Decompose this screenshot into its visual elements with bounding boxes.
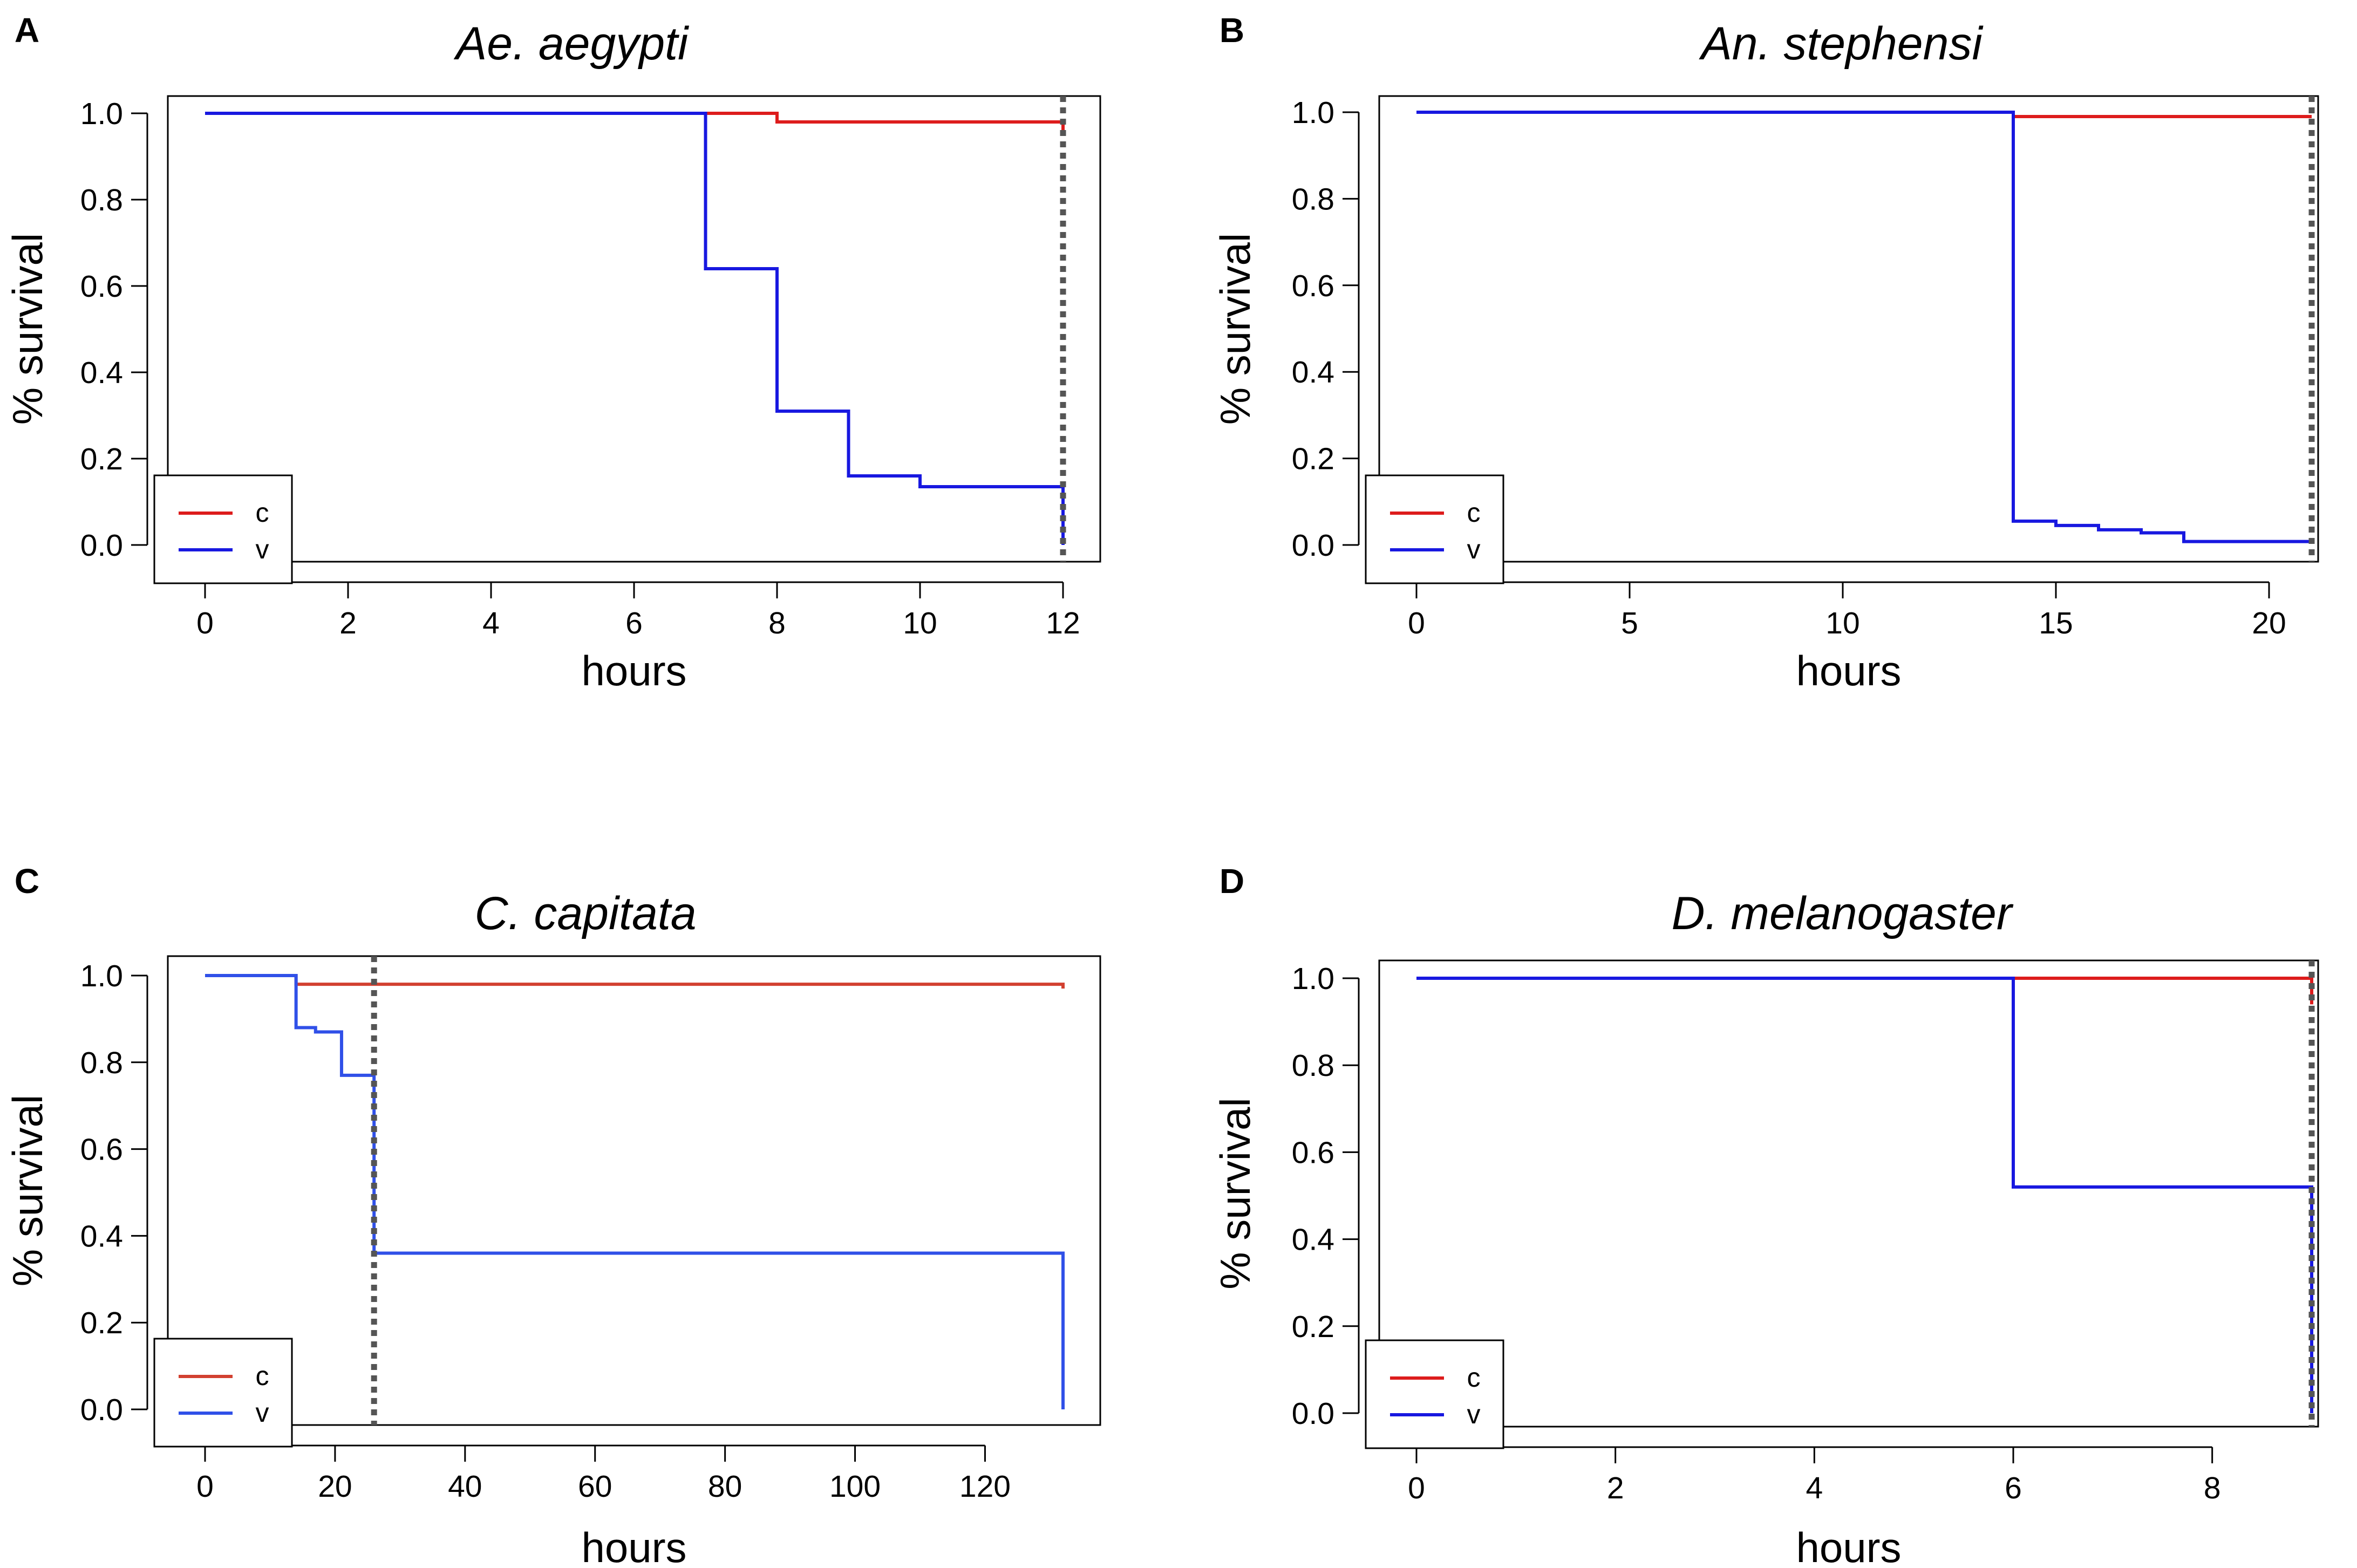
x-tick-label: 6 [625, 606, 643, 640]
y-tick-label: 0.4 [80, 356, 123, 390]
legend-label: c [1467, 497, 1481, 528]
legend-box [1365, 474, 1504, 584]
y-tick-label: 1.0 [1292, 962, 1334, 996]
x-tick-label: 2 [339, 606, 357, 640]
plot-frame [167, 95, 1101, 563]
panel-letter: A [15, 11, 39, 50]
series-line-c [205, 112, 1065, 131]
legend-box [153, 1338, 293, 1448]
x-tick-label: 60 [578, 1469, 612, 1504]
x-axis-label: hours [581, 1524, 686, 1568]
series-line-v [205, 974, 1065, 1409]
legend-label: c [256, 497, 269, 528]
series-line-v [205, 112, 1065, 545]
y-tick-label: 0.8 [1292, 182, 1334, 216]
series-line-v [1416, 111, 2313, 543]
legend-label: c [1467, 1362, 1481, 1393]
chart-title: D. melanogaster [1672, 888, 2014, 939]
legend-box [1365, 1339, 1504, 1449]
x-tick-label: 20 [2252, 606, 2286, 640]
legend-label: v [1467, 534, 1481, 564]
y-tick-label: 1.0 [1292, 96, 1334, 130]
chart-title: An. stephensi [1698, 18, 1984, 70]
legend-label: v [256, 1397, 269, 1428]
panel-letter: C [15, 862, 39, 901]
x-tick-label: 20 [318, 1469, 352, 1504]
legend-label: v [256, 534, 269, 564]
plot-frame [167, 955, 1101, 1426]
x-tick-label: 15 [2039, 606, 2073, 640]
y-tick-label: 0.4 [80, 1219, 123, 1253]
legend-label: c [256, 1361, 269, 1391]
chart-title: C. capitata [474, 888, 696, 939]
x-tick-label: 40 [448, 1469, 482, 1504]
chart-title: Ae. aegypti [453, 18, 690, 70]
x-tick-label: 2 [1607, 1471, 1624, 1505]
plot-frame [1378, 95, 2319, 563]
panel-letter: D [1220, 862, 1244, 901]
y-tick-label: 0.0 [1292, 1396, 1334, 1431]
x-tick-label: 0 [1408, 1471, 1425, 1505]
legend: cv [1365, 474, 1504, 584]
y-axis-label: % survival [4, 1095, 51, 1286]
y-tick-label: 0.0 [80, 1393, 123, 1427]
x-tick-label: 10 [1825, 606, 1859, 640]
legend-box [153, 474, 293, 584]
chart-panel-4: D D. melanogaster 0 2 4 6 8 0.0 0.2 0.4 0.6 0.8 1.0 h… [1211, 862, 2319, 1568]
x-tick-label: 100 [829, 1469, 881, 1504]
legend: cv [1365, 1339, 1504, 1449]
y-tick-label: 0.2 [80, 442, 123, 476]
chart-panel-2: B An. stephensi 0 5 10 15 20 0.0 0.2 0.4 0.6 0.8 1.0… [1211, 11, 2319, 694]
x-tick-label: 120 [959, 1469, 1011, 1504]
x-tick-label: 0 [196, 1469, 214, 1504]
x-tick-label: 4 [1806, 1471, 1823, 1505]
x-tick-label: 0 [196, 606, 214, 640]
chart-panel-1: A Ae. aegypti 0 2 4 6 8 10 12 0.0 0.2 0.4 0.6 0.8 1.0 h… [4, 11, 1101, 694]
y-tick-label: 0.8 [80, 1046, 123, 1080]
y-tick-label: 0.4 [1292, 355, 1334, 390]
x-tick-label: 80 [708, 1469, 742, 1504]
x-axis-label: hours [1796, 1524, 1901, 1568]
x-tick-label: 10 [903, 606, 937, 640]
y-tick-label: 1.0 [80, 959, 123, 993]
y-axis-label: % survival [4, 233, 51, 425]
series-line-c [1416, 977, 2313, 1005]
y-tick-label: 1.0 [80, 97, 123, 131]
legend: cv [153, 474, 293, 584]
legend: cv [153, 1338, 293, 1448]
y-tick-label: 0.0 [1292, 528, 1334, 563]
y-tick-label: 0.4 [1292, 1223, 1334, 1257]
y-axis-label: % survival [1211, 233, 1259, 425]
x-tick-label: 5 [1621, 606, 1638, 640]
y-tick-label: 0.2 [1292, 1310, 1334, 1344]
y-tick-label: 0.6 [1292, 1135, 1334, 1170]
x-tick-label: 0 [1408, 606, 1425, 640]
chart-panel-3: C C. capitata 0 20 40 60 80 100 120 0.0 0.2 0.4 0.6 0… [4, 862, 1101, 1568]
plot-frame [1378, 959, 2319, 1428]
series-line-c [205, 974, 1065, 989]
y-tick-label: 0.2 [1292, 442, 1334, 476]
y-tick-label: 0.8 [80, 183, 123, 217]
series-line-v [1416, 977, 2313, 1413]
y-tick-label: 0.2 [80, 1306, 123, 1340]
x-tick-label: 12 [1046, 606, 1080, 640]
y-tick-label: 0.8 [1292, 1048, 1334, 1083]
x-tick-label: 8 [2204, 1471, 2221, 1505]
x-tick-label: 6 [2005, 1471, 2022, 1505]
y-tick-label: 0.6 [1292, 269, 1334, 303]
y-tick-label: 0.0 [80, 528, 123, 563]
y-tick-label: 0.6 [80, 1133, 123, 1167]
x-tick-label: 8 [768, 606, 786, 640]
x-axis-label: hours [1796, 647, 1901, 694]
panel-letter: B [1220, 11, 1244, 50]
y-axis-label: % survival [1211, 1097, 1259, 1289]
legend-label: v [1467, 1399, 1481, 1429]
x-axis-label: hours [581, 647, 686, 694]
y-tick-label: 0.6 [80, 269, 123, 304]
x-tick-label: 4 [482, 606, 500, 640]
